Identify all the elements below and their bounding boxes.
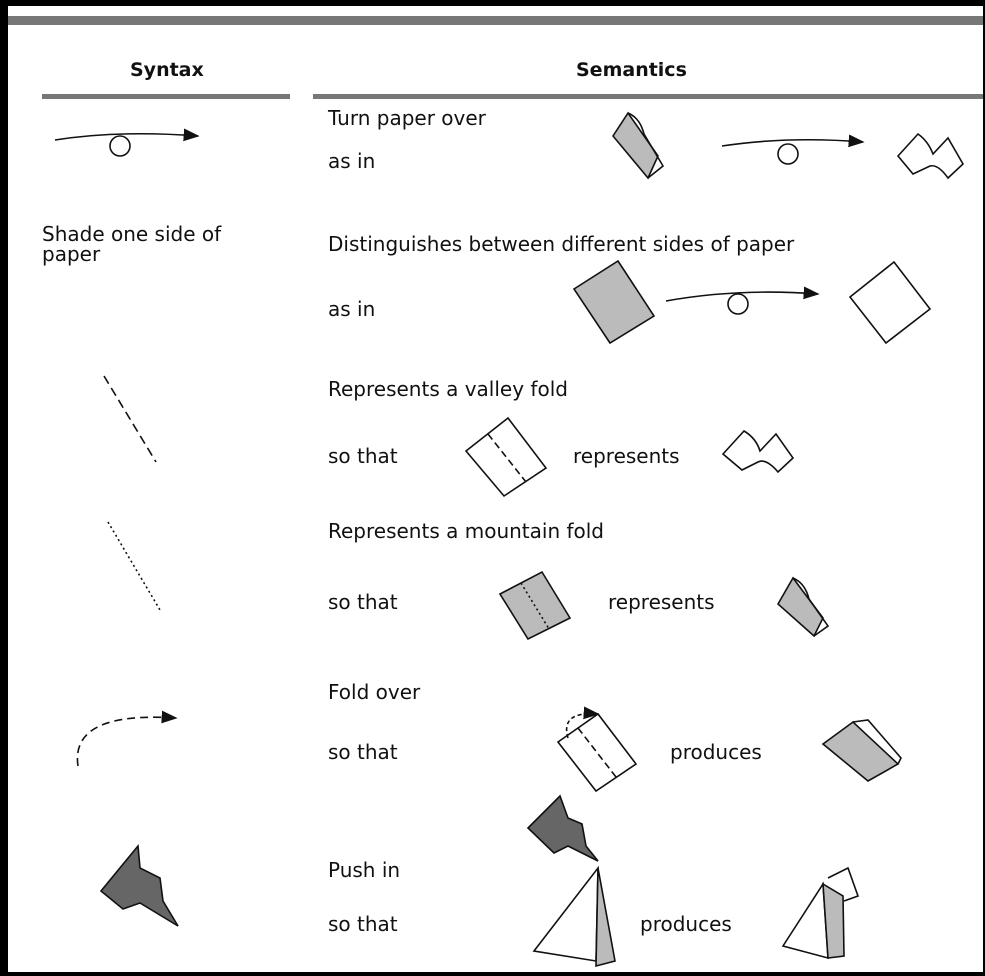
row3-illustration — [498, 570, 830, 641]
row0-illustration — [612, 111, 965, 180]
description: Fold over — [328, 680, 421, 704]
relation: so that — [328, 590, 398, 614]
fold-over-symbol — [76, 710, 178, 767]
description: Represents a valley fold — [328, 377, 568, 401]
relation: as in — [328, 149, 376, 173]
description: Push in — [328, 858, 401, 882]
row2-illustration — [464, 416, 795, 498]
row4-illustration — [556, 706, 902, 793]
relation: so that — [328, 444, 398, 468]
description: Represents a mountain fold — [328, 519, 605, 543]
result: represents — [573, 444, 680, 468]
valley-fold-symbol — [103, 375, 157, 463]
header-rule — [42, 94, 290, 99]
relation: so that — [328, 740, 398, 764]
syntax-text: Shade one side of paper — [42, 222, 222, 266]
header-rule — [313, 94, 983, 99]
syntax-header: Syntax — [130, 59, 204, 81]
description: Distinguishes between different sides of… — [328, 232, 795, 256]
description: Turn paper over — [328, 106, 486, 130]
relation: as in — [328, 297, 376, 321]
illustrations — [8, 16, 983, 968]
result: produces — [640, 912, 732, 936]
row1-illustration — [572, 259, 932, 345]
result: produces — [670, 740, 762, 764]
top-bar — [8, 16, 983, 25]
result: represents — [608, 590, 715, 614]
relation: so that — [328, 912, 398, 936]
semantics-header: Semantics — [576, 59, 687, 81]
push-in-symbol — [99, 843, 179, 927]
turn-over-symbol — [54, 128, 200, 157]
row5-illustration — [526, 794, 860, 968]
mountain-fold-symbol — [107, 521, 161, 611]
